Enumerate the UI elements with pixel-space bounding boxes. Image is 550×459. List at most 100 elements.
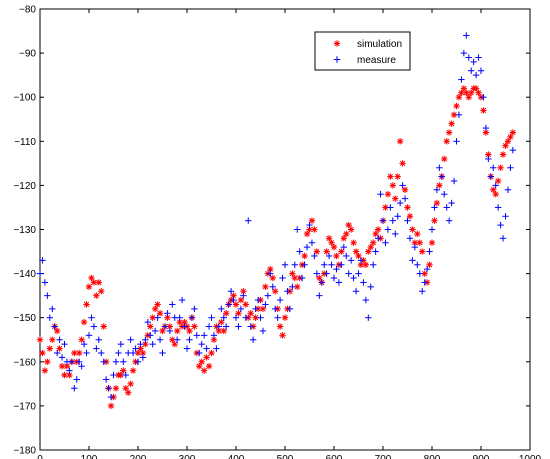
simulation-point xyxy=(365,248,372,255)
simulation-point xyxy=(472,85,480,92)
measure-point xyxy=(51,323,58,330)
measure-point xyxy=(475,54,482,61)
simulation-point xyxy=(396,138,404,145)
measure-point xyxy=(347,257,355,264)
x-tick-label: 500 xyxy=(277,454,294,459)
measure-point xyxy=(345,270,352,277)
measure-point xyxy=(379,217,387,224)
simulation-point xyxy=(330,243,338,251)
simulation-point xyxy=(389,182,396,189)
measure-point xyxy=(93,345,100,352)
simulation-point xyxy=(156,310,164,317)
simulation-point xyxy=(272,288,279,295)
x-tick-label: 900 xyxy=(473,454,490,459)
legend-label-simulation: simulation xyxy=(357,39,402,50)
simulation-point xyxy=(480,107,487,114)
measure-point xyxy=(372,248,379,255)
measure-point xyxy=(450,177,458,185)
measure-point xyxy=(259,327,267,335)
simulation-point xyxy=(174,327,181,335)
x-tick-label: 200 xyxy=(130,454,147,459)
simulation-point xyxy=(36,336,44,343)
simulation-point xyxy=(357,261,365,268)
simulation-point xyxy=(448,120,455,127)
simulation-point xyxy=(338,248,345,255)
measure-point xyxy=(154,314,161,321)
simulation-point xyxy=(409,226,416,233)
measure-point xyxy=(370,261,377,268)
measure-point xyxy=(330,274,338,282)
measure-point xyxy=(311,252,318,260)
simulation-point xyxy=(44,358,51,365)
simulation-point xyxy=(120,367,127,374)
measure-point xyxy=(90,323,98,330)
measure-point xyxy=(115,349,122,357)
measure-point xyxy=(433,186,441,194)
simulation-point xyxy=(316,274,323,282)
measure-point xyxy=(262,301,269,308)
measure-point xyxy=(174,336,181,343)
simulation-point xyxy=(507,133,514,141)
measure-point xyxy=(382,239,389,246)
simulation-point xyxy=(350,239,357,246)
measure-point xyxy=(497,221,504,229)
measure-point xyxy=(272,305,279,313)
measure-point xyxy=(276,296,284,304)
measure-point xyxy=(499,235,507,242)
measure-point xyxy=(445,217,453,224)
simulation-point xyxy=(208,349,215,357)
legend-label-measure: measure xyxy=(357,55,396,66)
measure-point xyxy=(161,323,169,330)
simulation-point xyxy=(443,138,450,145)
measure-point xyxy=(49,305,56,313)
simulation-point xyxy=(347,226,355,233)
simulation-point xyxy=(445,129,453,136)
simulation-point xyxy=(504,138,512,145)
plot-area xyxy=(39,8,531,451)
measure-point xyxy=(127,336,134,343)
measure-point xyxy=(448,199,455,207)
simulation-point xyxy=(218,318,225,326)
simulation-point xyxy=(127,380,134,388)
y-tick-label: −170 xyxy=(13,401,36,412)
simulation-point xyxy=(404,204,411,211)
measure-point xyxy=(56,336,63,343)
simulation-point xyxy=(406,213,414,220)
measure-point xyxy=(178,296,186,304)
measure-point xyxy=(122,371,129,379)
simulation-point xyxy=(269,274,276,282)
measure-point xyxy=(235,323,242,330)
simulation-point xyxy=(392,195,399,202)
measure-point xyxy=(399,182,406,189)
measure-point xyxy=(492,182,499,189)
measure-point xyxy=(257,314,264,321)
measure-point xyxy=(355,270,362,277)
measure-point xyxy=(394,213,401,220)
simulation-point xyxy=(414,230,421,238)
simulation-point xyxy=(98,288,105,295)
measure-point xyxy=(367,283,374,291)
measure-point xyxy=(357,257,365,264)
x-tick-label: 600 xyxy=(326,454,343,459)
measure-point xyxy=(279,274,286,282)
measure-point xyxy=(404,217,411,224)
measure-point xyxy=(360,279,367,286)
measure-point xyxy=(132,345,139,352)
measure-point xyxy=(230,296,237,304)
measure-point xyxy=(323,270,330,277)
y-tick-label: −90 xyxy=(19,49,36,60)
simulation-point xyxy=(41,367,49,374)
measure-point xyxy=(294,226,301,233)
measure-point xyxy=(188,314,196,321)
legend-marker-simulation xyxy=(333,40,341,47)
simulation-point xyxy=(468,89,475,96)
simulation-point xyxy=(151,305,159,313)
measure-point xyxy=(169,301,176,308)
measure-point xyxy=(318,279,325,286)
simulation-point xyxy=(428,239,436,246)
legend-marker-glyph xyxy=(333,56,341,63)
measure-point xyxy=(149,340,156,348)
measure-point xyxy=(100,358,107,365)
measure-point xyxy=(313,270,321,277)
measure-point xyxy=(68,358,76,365)
